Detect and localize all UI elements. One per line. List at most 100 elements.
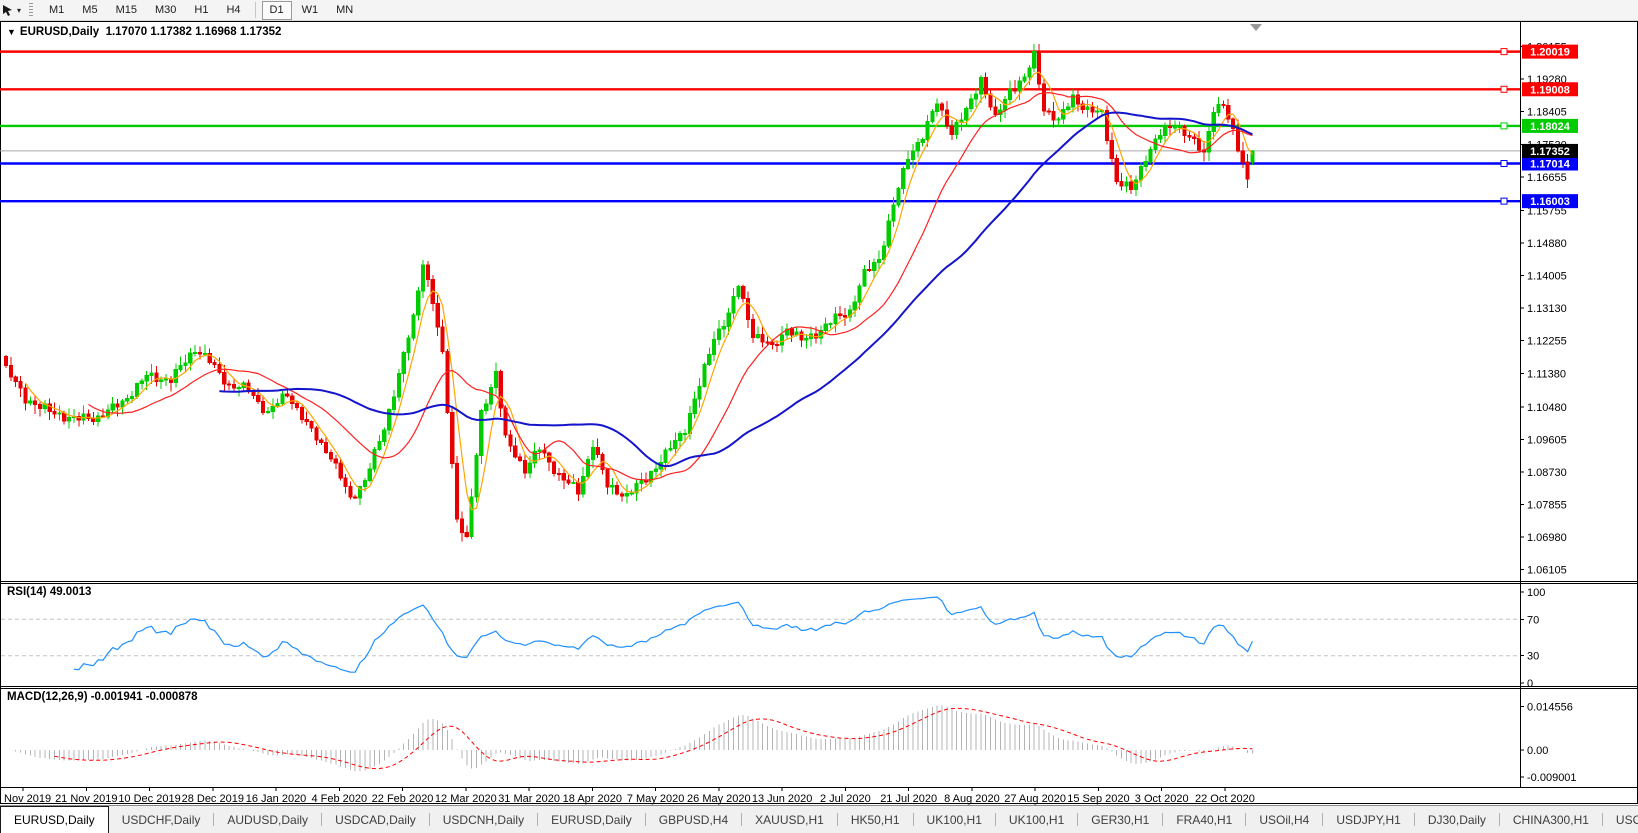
tool-dropdown-caret-icon[interactable]: ▾ xyxy=(17,5,22,15)
candle xyxy=(518,456,523,462)
level-line-handle[interactable] xyxy=(1500,85,1508,93)
date-tick-label: 10 Dec 2019 xyxy=(118,793,180,805)
candle xyxy=(1017,80,1022,92)
candle xyxy=(1051,110,1056,121)
macd-signal-line xyxy=(54,707,1253,770)
symbol-tab-FRA40-H1[interactable]: FRA40,H1 xyxy=(1176,812,1233,827)
timeframe-button-H1[interactable]: H1 xyxy=(194,4,209,16)
symbol-tab-CHINA300-H1[interactable]: CHINA300,H1 xyxy=(1512,812,1589,827)
candle xyxy=(910,150,916,161)
symbol-tab-AUDUSD-Daily[interactable]: AUDUSD,Daily xyxy=(227,812,309,827)
candle xyxy=(615,484,620,495)
timeframe-button-M15[interactable]: M15 xyxy=(115,4,137,16)
symbol-tab-HK50-H1[interactable]: HK50,H1 xyxy=(850,812,900,827)
candle xyxy=(309,421,314,429)
level-line-handle[interactable] xyxy=(1500,197,1508,205)
date-tick-label: 15 Sep 2020 xyxy=(1067,793,1129,805)
symbol-tab-USDCAD-Daily[interactable]: USDCAD,Daily xyxy=(335,812,416,827)
candle xyxy=(96,415,101,422)
crosshair-tool-icon[interactable] xyxy=(1,3,15,17)
candle xyxy=(551,461,557,474)
candle xyxy=(319,439,324,443)
symbol-tab-XAUUSD-H1[interactable]: XAUUSD,H1 xyxy=(755,812,824,827)
price-tick-label: 1.14005 xyxy=(1527,271,1567,283)
candle xyxy=(935,103,940,113)
candle xyxy=(411,314,416,339)
price-tick-label: 1.06105 xyxy=(1527,565,1567,577)
level-price-tag-1.17014: 1.17014 xyxy=(1530,159,1571,171)
symbol-tab-USOil-H1[interactable]: USOil,H1 xyxy=(1615,812,1638,827)
candle xyxy=(605,469,610,488)
timeframe-button-M30[interactable]: M30 xyxy=(154,4,177,16)
symbol-tab-USDJPY-H1[interactable]: USDJPY,H1 xyxy=(1336,812,1401,827)
symbol-tab-USDCNH-Daily[interactable]: USDCNH,Daily xyxy=(442,812,525,827)
toolbar-drag-grip[interactable] xyxy=(29,3,34,17)
candle xyxy=(382,429,387,443)
candle xyxy=(1022,76,1027,82)
candle xyxy=(1235,128,1241,152)
candle xyxy=(906,159,911,169)
candle xyxy=(707,353,712,365)
tab-separator xyxy=(741,813,743,826)
timeframe-button-MN[interactable]: MN xyxy=(336,4,354,16)
candle xyxy=(1230,118,1236,130)
rsi-panel xyxy=(1,596,1519,673)
symbol-tab-EURUSD-Daily[interactable]: EURUSD,Daily xyxy=(0,806,109,833)
symbol-tab-GBPUSD-H4[interactable]: GBPUSD,H4 xyxy=(658,812,729,827)
timeframe-button-H4[interactable]: H4 xyxy=(226,4,241,16)
chart-collapse-icon[interactable]: ▼ xyxy=(7,27,16,37)
candle xyxy=(217,363,222,374)
timeframe-button-M1[interactable]: M1 xyxy=(49,4,65,16)
candle xyxy=(576,482,581,495)
candle xyxy=(81,413,86,421)
level-price-tag-1.19008: 1.19008 xyxy=(1530,84,1570,96)
candle xyxy=(479,410,484,456)
candle xyxy=(212,361,217,365)
symbol-tab-UK100-H1[interactable]: UK100,H1 xyxy=(1008,812,1065,827)
candle xyxy=(1119,180,1124,187)
candle xyxy=(954,122,959,136)
candle xyxy=(125,397,130,402)
candle xyxy=(1216,103,1221,114)
candle xyxy=(338,462,343,479)
candle xyxy=(1090,106,1095,113)
symbol-tab-USDCHF-Daily[interactable]: USDCHF,Daily xyxy=(121,812,201,827)
candle xyxy=(1250,150,1255,162)
candle xyxy=(1148,148,1153,162)
candle xyxy=(842,315,848,318)
level-line-handle[interactable] xyxy=(1500,122,1508,130)
candle xyxy=(799,331,804,341)
price-tick-label: 1.11380 xyxy=(1527,368,1566,380)
candle xyxy=(28,400,33,404)
symbol-tab-UK100-H1[interactable]: UK100,H1 xyxy=(926,812,982,827)
tab-separator xyxy=(1601,813,1603,826)
candle xyxy=(925,120,930,141)
symbol-tab-DJ30-Daily[interactable]: DJ30,Daily xyxy=(1427,812,1486,827)
candle xyxy=(1192,136,1197,139)
symbol-tab-GER30-H1[interactable]: GER30,H1 xyxy=(1091,812,1150,827)
timeframe-button-W1[interactable]: W1 xyxy=(301,4,319,16)
candle xyxy=(702,363,707,387)
macd-tick-label: -0.009001 xyxy=(1527,772,1577,784)
candle xyxy=(949,125,954,136)
chart-shift-marker[interactable] xyxy=(1250,24,1262,31)
rsi-tick-label: 70 xyxy=(1527,614,1539,626)
level-line-handle[interactable] xyxy=(1500,160,1508,168)
candle xyxy=(993,106,998,115)
candle xyxy=(673,439,678,449)
level-line-handle[interactable] xyxy=(1500,48,1508,56)
candle xyxy=(193,351,198,354)
candle xyxy=(1167,126,1173,129)
candle xyxy=(421,264,426,292)
candle xyxy=(736,285,741,297)
timeframe-button-M5[interactable]: M5 xyxy=(82,4,98,16)
timeframe-button-D1[interactable]: D1 xyxy=(261,0,292,20)
candle xyxy=(440,326,445,352)
candle xyxy=(1158,134,1163,140)
macd-histogram xyxy=(15,705,1253,772)
symbol-tab-EURUSD-Daily[interactable]: EURUSD,Daily xyxy=(551,812,632,827)
candle xyxy=(973,93,979,100)
symbol-tab-USOil-H4[interactable]: USOil,H4 xyxy=(1259,812,1310,827)
chart-chrome xyxy=(0,21,1638,804)
candle xyxy=(682,433,688,436)
